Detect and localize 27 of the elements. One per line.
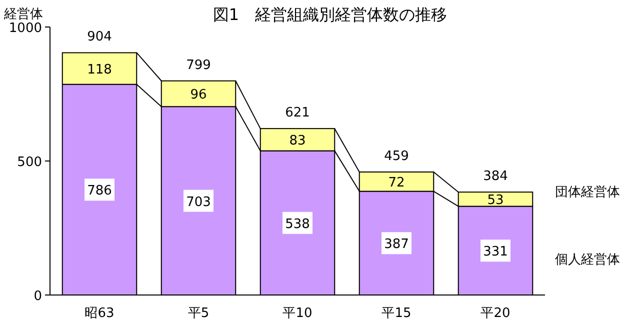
- data-label: 83: [289, 134, 306, 149]
- total-label: 799: [186, 58, 211, 73]
- data-label: 331: [483, 244, 508, 260]
- x-tick-label: 平15: [382, 306, 412, 321]
- data-label: 53: [487, 193, 504, 208]
- x-tick-label: 昭63: [84, 306, 114, 321]
- data-label: 96: [190, 88, 207, 103]
- data-label: 703: [186, 194, 211, 210]
- total-label: 459: [384, 148, 409, 164]
- data-label: 72: [388, 176, 405, 191]
- y-tick-label: 0: [34, 289, 42, 304]
- total-label: 384: [483, 169, 508, 184]
- x-tick-label: 平5: [188, 306, 210, 321]
- series-label: 団体経営体: [555, 185, 620, 200]
- total-label: 621: [285, 106, 310, 121]
- data-label: 538: [285, 216, 310, 232]
- data-label: 786: [87, 184, 112, 199]
- chart-title: 図1 経営組織別経営体数の推移: [212, 5, 448, 24]
- series-label: 個人経営体: [555, 252, 620, 268]
- data-label: 387: [384, 237, 409, 252]
- total-label: 904: [87, 30, 112, 45]
- x-tick-label: 平10: [282, 306, 312, 321]
- y-axis-title: 経営体: [3, 7, 43, 22]
- data-label: 118: [87, 62, 112, 78]
- x-tick-label: 平20: [480, 306, 510, 321]
- y-tick-label: 500: [17, 155, 42, 170]
- y-tick-label: 1000: [8, 21, 42, 36]
